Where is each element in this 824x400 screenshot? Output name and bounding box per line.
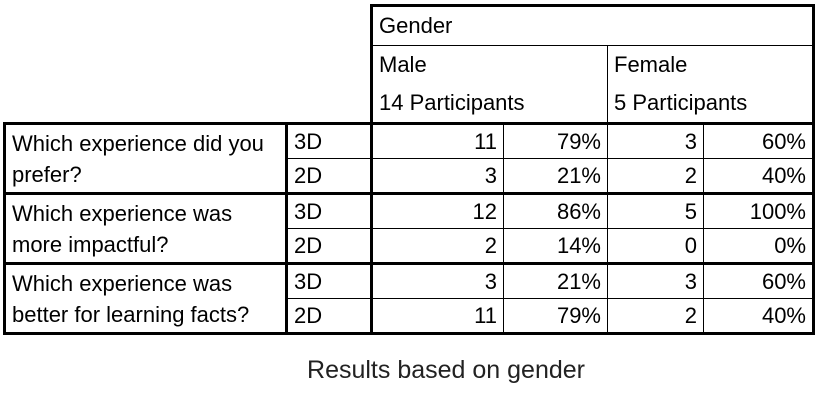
male-percent: 86% (503, 193, 608, 229)
female-count: 5 (607, 193, 704, 229)
male-count: 12 (371, 193, 504, 229)
header-row-sex: Male Female (5, 45, 815, 85)
male-count: 11 (371, 298, 504, 335)
female-count: 2 (607, 158, 704, 195)
question-label: Which experience was better for learning… (3, 263, 288, 335)
blank-header-cell (5, 6, 372, 46)
question-label: Which experience was more impactful? (3, 193, 288, 265)
male-percent: 79% (503, 298, 608, 335)
table-row: Which experience did you prefer? 3D 11 7… (3, 122, 815, 195)
female-percent: 0% (703, 228, 815, 265)
female-count: 2 (607, 298, 704, 335)
male-count: 2 (371, 228, 504, 265)
table-caption: Results based on gender (307, 356, 585, 384)
condition-label: 2D (286, 228, 373, 265)
condition-label: 2D (286, 298, 373, 335)
table-row: 2D 3 21% 2 40% (5, 158, 815, 195)
female-count: 0 (607, 228, 704, 265)
female-count: 3 (607, 122, 704, 159)
table-row: 2D 2 14% 0 0% (5, 228, 815, 265)
male-count: 3 (371, 263, 504, 299)
table-row: Which experience was better for learning… (3, 263, 815, 335)
male-count: 3 (371, 158, 504, 195)
header-row-participants: 14 Participants 5 Participants (5, 84, 815, 124)
female-participants: 5 Participants (607, 84, 815, 124)
condition-label: 2D (286, 158, 373, 195)
condition-label: 3D (286, 193, 373, 229)
table-row: Which experience was more impactful? 3D … (3, 193, 815, 265)
question-label: Which experience did you prefer? (3, 122, 288, 195)
male-header: Male (370, 45, 608, 84)
condition-label: 3D (286, 122, 373, 159)
female-header: Female (607, 45, 815, 84)
female-percent: 40% (703, 158, 815, 195)
female-percent: 100% (703, 193, 815, 229)
male-count: 11 (371, 122, 504, 159)
male-percent: 21% (503, 158, 608, 195)
male-percent: 21% (503, 263, 608, 299)
table-row: 2D 11 79% 2 40% (5, 298, 815, 335)
blank-header-cell (5, 84, 372, 124)
female-count: 3 (607, 263, 704, 299)
female-percent: 40% (703, 298, 815, 335)
male-percent: 79% (503, 122, 608, 159)
female-percent: 60% (703, 122, 815, 159)
condition-label: 3D (286, 263, 373, 299)
male-participants: 14 Participants (370, 84, 608, 124)
male-percent: 14% (503, 228, 608, 265)
header-row-gender: Gender (5, 4, 815, 46)
results-table: Gender Male Female 14 Participants 5 Par… (3, 4, 815, 335)
female-percent: 60% (703, 263, 815, 299)
gender-header: Gender (370, 4, 815, 46)
blank-header-cell (5, 46, 372, 85)
